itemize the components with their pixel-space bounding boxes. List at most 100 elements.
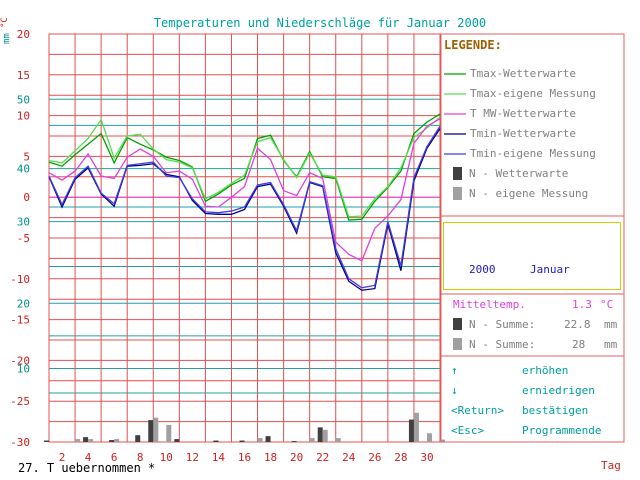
legend-panel-border bbox=[440, 33, 625, 443]
x-tick-label: 22 bbox=[316, 451, 329, 464]
precip-bar bbox=[291, 441, 297, 442]
temp-unit-label: °C bbox=[0, 17, 10, 28]
x-tick-label: 2 bbox=[59, 451, 66, 464]
precip-sum-ww-swatch bbox=[453, 318, 462, 330]
legend-item-label: Tmax-eigene Messung bbox=[470, 87, 596, 100]
precip-bar bbox=[174, 439, 180, 442]
precip-bar bbox=[317, 427, 323, 442]
x-tick-label: 6 bbox=[111, 451, 118, 464]
right-panel-frame bbox=[440, 33, 625, 443]
x-tick-label: 14 bbox=[212, 451, 226, 464]
help-action-down[interactable]: erniedrigen bbox=[522, 384, 595, 397]
precip-bar bbox=[440, 439, 445, 442]
x-axis-days: 2 4 6 8 10 12 14 16 18 20 22 24 26 28 30 bbox=[59, 451, 434, 464]
precip-sum-eig-unit: mm bbox=[604, 338, 618, 351]
plot-grid bbox=[48, 33, 441, 443]
y-tick-temp: -30 bbox=[10, 436, 30, 449]
mean-unit: °C bbox=[600, 298, 614, 311]
y-tick-precip: 50 bbox=[17, 93, 30, 106]
precip-bar bbox=[44, 440, 49, 442]
status-line: 27. T uebernommen * bbox=[18, 461, 156, 475]
period-box: 2000 Januar bbox=[443, 222, 621, 290]
precipitation-bars bbox=[44, 412, 445, 442]
help-action-up[interactable]: erhöhen bbox=[522, 364, 569, 377]
x-tick-label: 24 bbox=[342, 451, 356, 464]
x-tick-label: 8 bbox=[137, 451, 144, 464]
period-year: 2000 bbox=[469, 263, 496, 276]
y-tick-temp: 15 bbox=[17, 69, 30, 82]
help-key-esc: <Esc> bbox=[451, 424, 485, 437]
x-tick-label: 12 bbox=[186, 451, 199, 464]
precip-sum-ww-value: 22.8 bbox=[564, 318, 591, 331]
precip-bar bbox=[109, 440, 115, 442]
precip-sum-eig-swatch bbox=[453, 338, 462, 350]
precip-bar bbox=[88, 439, 94, 442]
precip-bar bbox=[413, 412, 419, 442]
precip-sum-ww-unit: mm bbox=[604, 318, 618, 331]
precip-unit-label: mm bbox=[2, 33, 12, 44]
help-action-return[interactable]: bestätigen bbox=[522, 404, 589, 417]
legend-item-label: N - eigene Messung bbox=[469, 187, 589, 200]
temperature-lines bbox=[48, 113, 441, 291]
y-tick-temp: 20 bbox=[17, 28, 30, 41]
legend-heading: LEGENDE: bbox=[444, 38, 502, 52]
line-tmin-ww bbox=[48, 128, 441, 291]
legend-item-label: N - Wetterwarte bbox=[469, 167, 569, 180]
period-month: Januar bbox=[530, 263, 570, 276]
precip-bar bbox=[335, 438, 341, 442]
x-tick-label: 16 bbox=[238, 451, 251, 464]
y-tick-temp: -10 bbox=[10, 273, 30, 286]
precip-bar bbox=[408, 419, 414, 442]
mean-value: 1.3 bbox=[572, 298, 592, 311]
help-key-down: ↓ bbox=[451, 384, 458, 397]
precip-bar bbox=[114, 439, 120, 442]
precip-bar bbox=[426, 433, 432, 442]
legend-item-label: T MW-Wetterwarte bbox=[470, 107, 576, 120]
y-tick-precip: 10 bbox=[17, 363, 30, 376]
y-tick-precip: 40 bbox=[17, 163, 30, 176]
line-tmax-eig bbox=[48, 116, 441, 218]
precip-bar bbox=[257, 438, 263, 442]
precip-bar bbox=[166, 424, 172, 442]
y-tick-temp: 5 bbox=[23, 150, 30, 163]
x-tick-label: 26 bbox=[368, 451, 381, 464]
x-axis-label: Tag bbox=[601, 459, 621, 472]
precip-bar bbox=[75, 439, 81, 442]
y-tick-precip: 30 bbox=[17, 216, 30, 229]
precip-sum-eig-value: 28 bbox=[572, 338, 586, 351]
precip-bar bbox=[83, 437, 89, 442]
x-tick-label: 4 bbox=[85, 451, 92, 464]
precip-sum-eig-label: N - Summe: bbox=[469, 338, 536, 351]
y-tick-temp: -20 bbox=[10, 354, 30, 367]
mean-label: Mitteltemp. bbox=[453, 298, 526, 311]
y-tick-precip: 20 bbox=[17, 297, 30, 310]
precip-sum-ww-label: N - Summe: bbox=[469, 318, 536, 331]
legend-bar-sample bbox=[453, 167, 462, 180]
y-tick-temp: -5 bbox=[17, 232, 30, 245]
chart-title: Temperaturen und Niederschläge für Janua… bbox=[153, 16, 487, 30]
precip-bar bbox=[309, 438, 315, 442]
y-tick-temp: 0 bbox=[23, 191, 30, 204]
legend-item-label: Tmin-eigene Messung bbox=[470, 147, 596, 160]
x-tick-label: 10 bbox=[160, 451, 173, 464]
help-action-esc[interactable]: Programmende bbox=[522, 424, 602, 437]
precip-bar bbox=[213, 440, 219, 442]
legend-samples bbox=[444, 73, 466, 200]
precip-bar bbox=[239, 440, 245, 442]
y-tick-temp: -15 bbox=[10, 314, 30, 327]
precip-bar bbox=[265, 436, 271, 442]
x-tick-label: 30 bbox=[420, 451, 433, 464]
y-tick-temp: 10 bbox=[17, 110, 30, 123]
line-tmin-eig bbox=[48, 125, 441, 289]
legend-bar-sample bbox=[453, 187, 462, 200]
x-tick-label: 28 bbox=[394, 451, 407, 464]
legend-item-label: Tmin-Wetterwarte bbox=[470, 127, 576, 140]
x-tick-label: 18 bbox=[264, 451, 277, 464]
y-tick-temp: -25 bbox=[10, 395, 30, 408]
precip-bar bbox=[148, 420, 154, 442]
help-key-return: <Return> bbox=[451, 404, 504, 417]
precip-bar bbox=[153, 417, 159, 442]
